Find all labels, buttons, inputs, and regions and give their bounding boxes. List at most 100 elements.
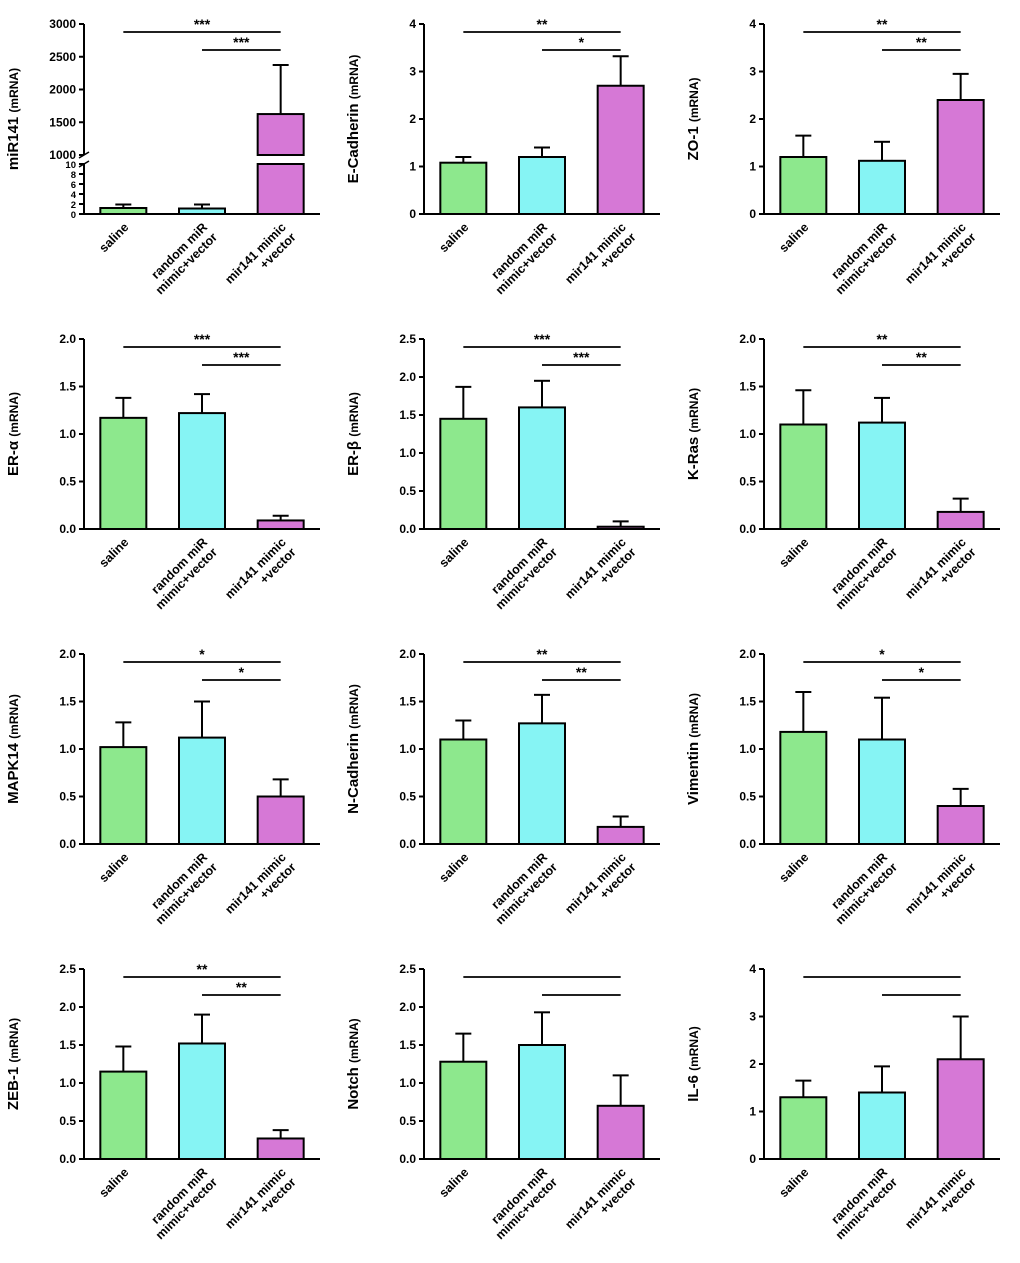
y-tick-label: 6 (71, 180, 76, 191)
y-axis-label: Vimentin (mRNA) (685, 693, 702, 805)
labels: 0.0 0.5 1.0 1.5 2.0 2.5 saline random miRmimic+… (5, 962, 299, 1242)
significance-brackets: ** ** (123, 961, 281, 996)
y-tick-label: 0.0 (399, 837, 416, 851)
y-tick-label: 1.5 (739, 380, 756, 394)
y-tick-label: 3 (749, 65, 756, 79)
chart-canvas: ** ** 0.0 0.5 1.0 1.5 2.0 saline random miRmimic… (685, 331, 1000, 612)
y-axis-label: ER-β (mRNA) (345, 392, 362, 476)
y-tick-label: 1.0 (59, 742, 76, 756)
chart-canvas: 0 1 2 3 4 saline random miRmimic+vector mir141 … (685, 962, 1000, 1242)
labels: 0 1 2 3 4 saline random miRmimic+vector mir141 … (685, 17, 979, 297)
bars (99, 113, 305, 215)
sig-stars: ** (537, 646, 548, 662)
y-tick-label: 2000 (49, 83, 76, 97)
x-category-label: saline (436, 1165, 471, 1200)
bars (779, 730, 985, 845)
y-tick-label: 2.0 (399, 1000, 416, 1014)
y-tick-label: 0.0 (59, 837, 76, 851)
bar (779, 423, 828, 530)
axes (78, 23, 320, 215)
y-tick-label: 2.0 (59, 647, 76, 661)
labels: 0.0 0.5 1.0 1.5 2.0 2.5 saline random miRmimic+… (345, 962, 639, 1242)
y-tick-label: 0.5 (59, 475, 76, 489)
significance-brackets: ** (123, 646, 281, 681)
y-tick-label: 1.0 (399, 742, 416, 756)
x-category-label: random miRmimic+vector (823, 535, 900, 612)
x-category-label: random miRmimic+vector (143, 1165, 220, 1242)
bar (518, 722, 566, 845)
y-tick-label: 1.5 (399, 1038, 416, 1052)
x-category-label: saline (96, 1165, 131, 1200)
x-category-label: random miRmimic+vector (483, 220, 560, 297)
bar (858, 421, 906, 530)
bar (779, 156, 828, 215)
y-axis-label: ZEB-1 (mRNA) (5, 1018, 22, 1110)
chart-canvas: ** ** 0.0 0.5 1.0 1.5 2.0 2.5 saline random miRmi… (5, 961, 320, 1242)
bar (936, 99, 985, 215)
y-tick-label: 0.5 (739, 790, 756, 804)
x-category-label: mir141 mimic+vector (902, 850, 978, 926)
x-category-label: mir141 mimic+vector (902, 535, 978, 611)
error-bars (115, 63, 289, 209)
x-category-label: mir141 mimic+vector (562, 535, 638, 611)
chart-canvas: ** ** 0.0 0.5 1.0 1.5 2.0 saline random miRmimic… (345, 646, 660, 927)
bar (256, 795, 305, 845)
y-tick-label: 0.0 (739, 522, 756, 536)
y-tick-label: 0.0 (59, 1152, 76, 1166)
y-tick-label: 2 (409, 112, 416, 126)
significance-brackets: *** *** (123, 331, 281, 366)
significance-brackets (463, 976, 621, 996)
y-tick-label: 0 (749, 1152, 756, 1166)
axes (419, 968, 660, 1160)
x-category-label: saline (436, 850, 471, 885)
error-bars (455, 55, 629, 163)
sig-stars: * (879, 646, 885, 662)
bar (518, 1044, 566, 1160)
y-tick-label: 1 (749, 1105, 756, 1119)
axes (79, 968, 320, 1160)
bar (256, 113, 305, 156)
bar (256, 519, 305, 530)
error-bars (115, 700, 289, 797)
bars (99, 1042, 305, 1160)
axes (419, 338, 660, 530)
chart-n-cadherin: ** ** 0.0 0.5 1.0 1.5 2.0 saline random miRmimic… (340, 632, 680, 947)
y-tick-label: 2.5 (59, 962, 76, 976)
labels: 0.0 0.5 1.0 1.5 2.0 saline random miRmimic+vec… (5, 332, 299, 612)
y-tick-label: 0.5 (59, 1114, 76, 1128)
y-tick-label: 4 (749, 17, 756, 31)
error-bars (795, 691, 969, 806)
error-bars (455, 379, 629, 527)
y-tick-label: 2 (749, 1057, 756, 1071)
sig-stars: * (239, 664, 245, 680)
x-category-label: random miRmimic+vector (823, 1165, 900, 1242)
bar (439, 417, 488, 530)
x-category-label: mir141 mimic+vector (222, 535, 298, 611)
significance-brackets: ** (803, 646, 961, 681)
x-category-label: mir141 mimic+vector (902, 1165, 978, 1241)
y-tick-label: 1.5 (59, 1038, 76, 1052)
axes (79, 653, 320, 845)
x-category-label: saline (96, 220, 131, 255)
y-tick-label: 1.0 (59, 1076, 76, 1090)
bar (858, 738, 906, 845)
chart-notch: 0.0 0.5 1.0 1.5 2.0 2.5 saline random miRmimic+… (340, 947, 680, 1262)
significance-brackets: *** *** (463, 331, 621, 366)
y-tick-label: 10 (65, 160, 76, 171)
x-category-label: mir141 mimic+vector (562, 1165, 638, 1241)
bar (858, 1091, 906, 1160)
sig-stars: *** (534, 331, 551, 347)
bar (99, 416, 148, 530)
significance-brackets: *** (463, 16, 621, 51)
sig-stars: *** (233, 349, 250, 365)
error-bars (795, 389, 969, 512)
y-tick-label: 0 (71, 210, 76, 221)
y-tick-label: 1.0 (739, 427, 756, 441)
error-bars (115, 393, 289, 521)
bar (518, 156, 566, 215)
sig-stars: ** (197, 961, 208, 977)
axes (759, 968, 1000, 1160)
